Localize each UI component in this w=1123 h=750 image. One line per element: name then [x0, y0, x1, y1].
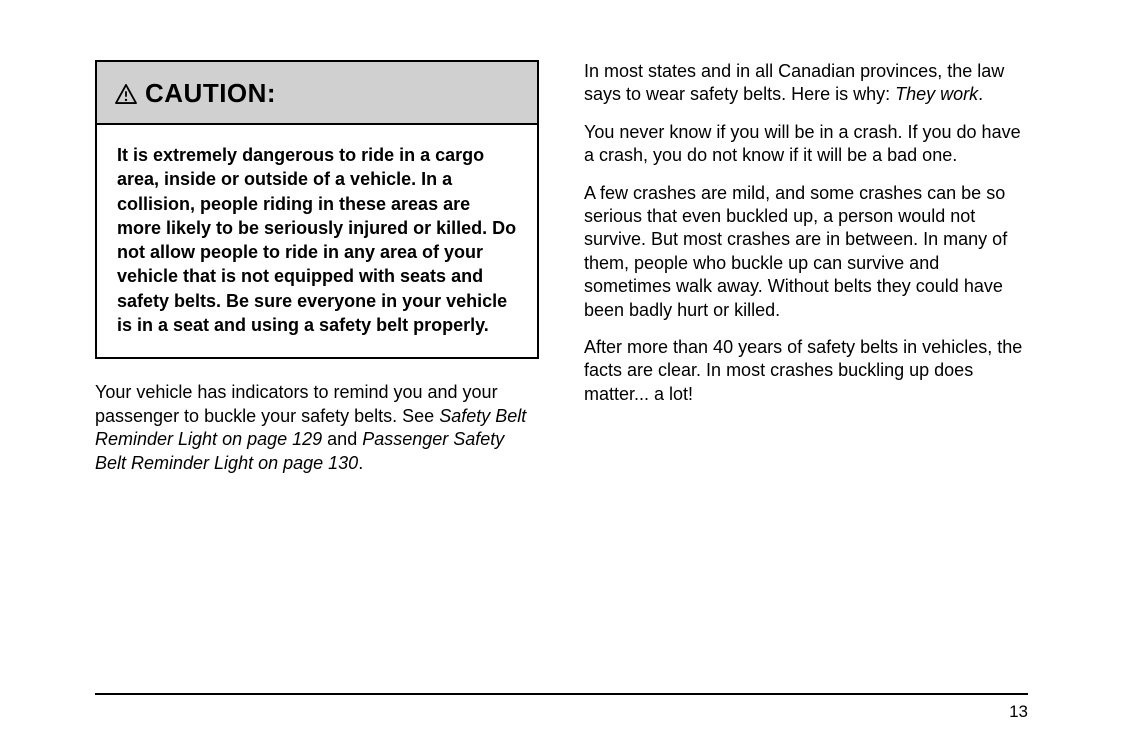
right-paragraph-4: After more than 40 years of safety belts…	[584, 336, 1028, 406]
text-run: Your vehicle has indicators to remind yo…	[95, 382, 498, 425]
caution-title: CAUTION:	[145, 78, 276, 109]
caution-body-text: It is extremely dangerous to ride in a c…	[97, 125, 537, 357]
right-column: In most states and in all Canadian provi…	[584, 60, 1028, 710]
left-column: CAUTION: It is extremely dangerous to ri…	[95, 60, 539, 710]
page-container: CAUTION: It is extremely dangerous to ri…	[0, 0, 1123, 750]
left-paragraph-1: Your vehicle has indicators to remind yo…	[95, 381, 539, 475]
right-paragraph-1: In most states and in all Canadian provi…	[584, 60, 1028, 107]
caution-header: CAUTION:	[97, 62, 537, 125]
footer-rule	[95, 693, 1028, 695]
caution-box: CAUTION: It is extremely dangerous to ri…	[95, 60, 539, 359]
page-number: 13	[1009, 702, 1028, 722]
emphasis-text: They work	[895, 84, 978, 104]
text-run: .	[978, 84, 983, 104]
right-paragraph-3: A few crashes are mild, and some crashes…	[584, 182, 1028, 322]
text-run: and	[322, 429, 362, 449]
text-run: .	[358, 453, 363, 473]
right-paragraph-2: You never know if you will be in a crash…	[584, 121, 1028, 168]
warning-triangle-icon	[115, 84, 137, 104]
